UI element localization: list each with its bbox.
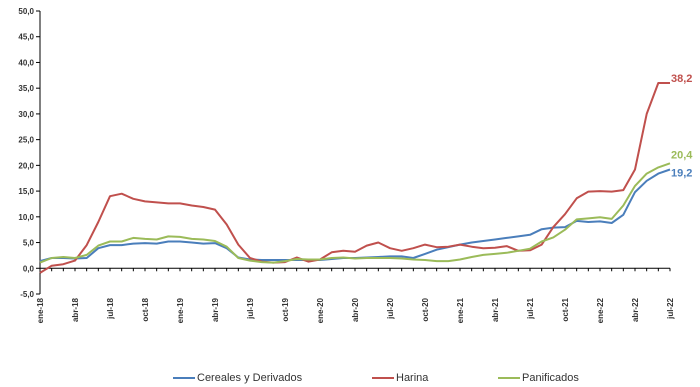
x-tick-label: oct-21 [561,297,570,321]
x-tick-label: abr-18 [71,297,80,322]
series-end-label-3: 20,4 [671,149,693,161]
series-layer [39,82,671,274]
legend-swatch-panificados [498,377,520,379]
x-tick-label: jul-20 [386,297,395,319]
legend: Cereales y Derivados Harina Panificados [0,372,700,386]
y-tick-label: 40,0 [18,58,34,67]
x-tick-label: jul-22 [666,297,675,319]
series-end-label-1: 19,2 [671,167,692,179]
end-labels: 19,2 38,2 20,4 [671,73,693,179]
y-tick-label: 0,0 [23,264,35,273]
series-end-label-2: 38,2 [671,73,692,85]
x-tick-label: jul-19 [246,297,255,319]
x-tick-label: oct-20 [421,297,430,321]
y-tick-label: 25,0 [18,136,34,145]
x-axis: ene-18 abr-18 jul-18 oct-18 ene-19 abr-19 jul-… [36,267,675,323]
x-tick-label: abr-20 [351,297,360,322]
y-tick-label: 50,0 [18,7,34,16]
series-line-1 [39,168,671,263]
legend-swatch-cereales [173,377,195,379]
x-tick-label: oct-18 [141,297,150,321]
y-tick-label: 15,0 [18,187,34,196]
x-tick-label: jul-21 [526,297,535,319]
legend-label-harina: Harina [396,372,429,384]
x-tick-label: ene-22 [596,297,605,323]
x-tick-label: ene-21 [456,297,465,323]
legend-label-panificados: Panificados [522,372,579,384]
y-tick-label: 30,0 [18,110,34,119]
x-tick-label: abr-21 [491,297,500,322]
legend-swatch-harina [372,377,394,379]
x-tick-label: ene-18 [36,297,45,323]
x-tick-label: oct-19 [281,297,290,321]
x-tick-label: jul-18 [106,297,115,319]
legend-item-cereales: Cereales y Derivados [173,372,302,384]
y-tick-label: 5,0 [23,239,35,248]
x-tick-label: abr-19 [211,297,220,322]
x-tick-label: ene-20 [316,297,325,323]
series-line-3 [39,162,671,264]
y-axis: -5,0 0,0 5,0 10,0 15,0 20,0 25,0 30,0 35,0 40,0 45… [18,7,41,299]
x-tick-label: abr-22 [631,297,640,322]
x-tick-label: ene-19 [176,297,185,323]
y-tick-label: 20,0 [18,161,34,170]
series-line-2 [39,82,670,274]
y-tick-label: 35,0 [18,84,34,93]
legend-label-cereales: Cereales y Derivados [197,372,303,384]
y-tick-label: 45,0 [18,33,34,42]
y-tick-label: 10,0 [18,213,34,222]
y-tick-label: -5,0 [20,290,34,299]
legend-item-harina: Harina [372,372,428,384]
legend-item-panificados: Panificados [498,372,579,384]
